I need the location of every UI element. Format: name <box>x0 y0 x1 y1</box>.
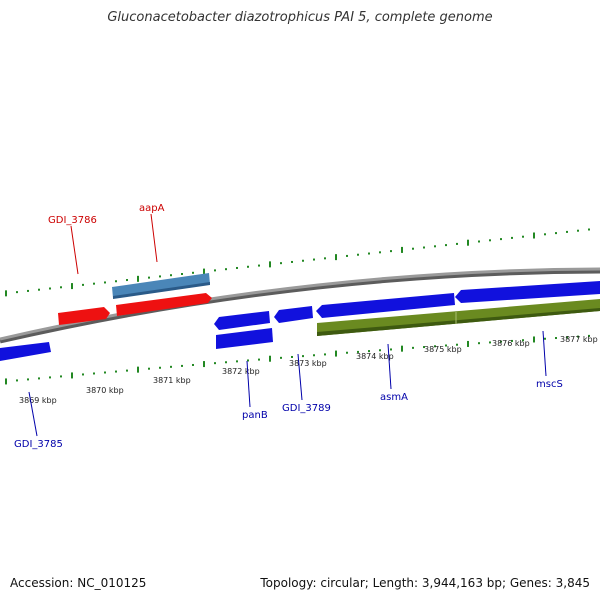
genome-title: Gluconacetobacter diazotrophicus PAI 5, … <box>107 10 493 25</box>
kbp-tick-label: 3876 kbp <box>492 339 530 348</box>
gene-feature-panb[interactable] <box>216 328 273 349</box>
gene-feature-mscs[interactable] <box>455 281 600 303</box>
gene-label-leaders <box>28 213 547 437</box>
forward-strand-features <box>58 273 212 325</box>
gene-feature-asma[interactable] <box>316 293 455 318</box>
kbp-tick-label: 3877 kbp <box>560 335 598 344</box>
gene-label-panb[interactable]: panB <box>242 410 268 421</box>
gene-feature-gdi-3785[interactable] <box>0 342 51 361</box>
kbp-tick-label: 3870 kbp <box>86 386 124 395</box>
gene-feature-gdi-3789[interactable] <box>274 306 313 323</box>
kbp-scale: 3869 kbp 3870 kbp 3871 kbp 3872 kbp 3873… <box>19 335 598 405</box>
genome-summary: Topology: circular; Length: 3,944,163 bp… <box>260 576 590 590</box>
gene-label-gdi-3786[interactable]: GDI_3786 <box>48 215 97 226</box>
gene-labels: GDI_3786 aapA GDI_3785 panB GDI_3789 asm… <box>14 203 563 450</box>
gene-feature-aapa[interactable] <box>116 293 212 316</box>
gene-label-aapa[interactable]: aapA <box>139 203 165 214</box>
genome-backbone <box>0 267 600 344</box>
kbp-tick-label: 3875 kbp <box>424 345 462 354</box>
reverse-strand-features <box>0 281 600 361</box>
accession-label: Accession: NC_010125 <box>10 576 147 590</box>
gc-skew-inner-track <box>5 334 590 385</box>
kbp-tick-label: 3873 kbp <box>289 359 327 368</box>
kbp-tick-label: 3869 kbp <box>19 396 57 405</box>
gene-feature-gdi-3786[interactable] <box>58 307 110 325</box>
gene-label-mscs[interactable]: mscS <box>536 379 563 390</box>
kbp-tick-label: 3871 kbp <box>153 376 191 385</box>
kbp-tick-label: 3874 kbp <box>356 352 394 361</box>
kbp-tick-label: 3872 kbp <box>222 367 260 376</box>
gene-label-gdi-3785[interactable]: GDI_3785 <box>14 439 63 450</box>
gc-skew-outer-track <box>5 228 590 297</box>
gene-label-asma[interactable]: asmA <box>380 392 408 403</box>
gene-feature-panb-upper[interactable] <box>214 311 270 330</box>
gene-label-gdi-3789[interactable]: GDI_3789 <box>282 403 331 414</box>
rna-feature-aapa[interactable] <box>112 273 210 298</box>
